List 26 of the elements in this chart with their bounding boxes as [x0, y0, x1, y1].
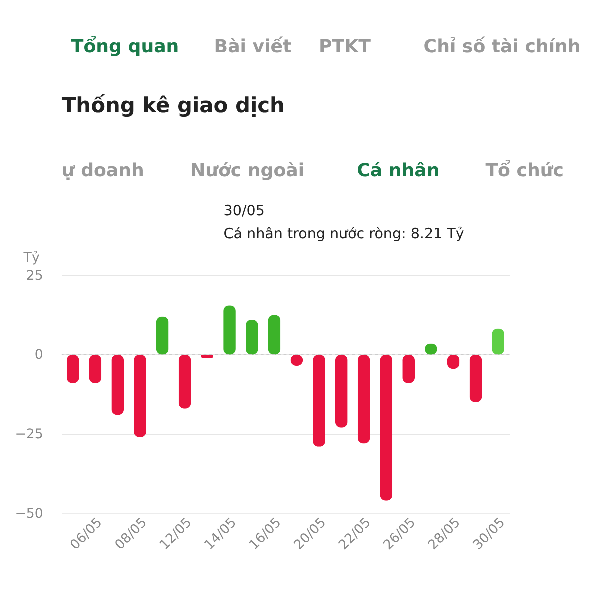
text: Tổ chức: [486, 159, 564, 182]
bar: [358, 354, 370, 444]
y-tick-label: 0: [34, 348, 44, 364]
text: 30/05: [224, 204, 265, 220]
text: Nước ngoài: [190, 160, 305, 182]
text: PTKT: [319, 36, 372, 58]
y-tick-label: −25: [15, 428, 44, 443]
text: ự doanh: [62, 160, 144, 182]
text: Chỉ số tài chính: [424, 36, 581, 58]
bar: [268, 315, 281, 355]
y-tick-label: −50: [15, 506, 44, 522]
y-tick-label: 25: [26, 268, 44, 284]
text: Tổng quan: [71, 36, 180, 58]
y-axis-title: Tỷ: [22, 251, 40, 266]
text: Cá nhân trong nước ròng: 8.21 Tỷ: [224, 226, 465, 242]
text: Cá nhân: [357, 160, 440, 182]
chart-title: Thống kê giao dịch: [62, 94, 285, 118]
bar: [134, 354, 146, 438]
bar: [178, 354, 192, 409]
bar: [313, 354, 326, 447]
bar: [335, 354, 348, 428]
bar: [380, 354, 393, 501]
bar: [112, 354, 124, 416]
bar: [156, 316, 169, 355]
text: Bài viết: [214, 36, 292, 58]
bar: [470, 354, 482, 402]
